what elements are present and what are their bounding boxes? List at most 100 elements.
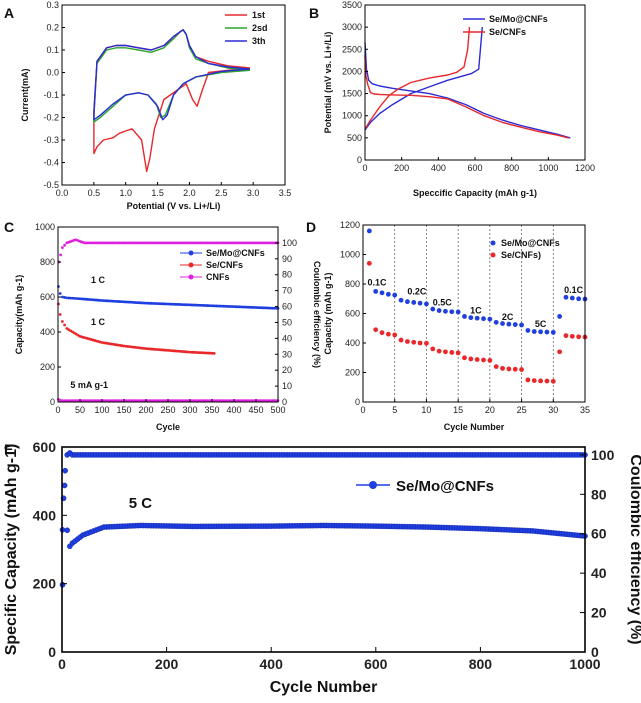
data-point	[563, 294, 569, 300]
plot-frame	[364, 4, 586, 161]
data-point	[61, 320, 64, 323]
y2-tick-label: 20	[591, 605, 607, 621]
y2-tick-label: 100	[591, 447, 615, 463]
data-point	[58, 292, 62, 295]
data-point	[550, 378, 556, 384]
data-point	[468, 315, 474, 321]
data-point	[538, 329, 543, 335]
data-point	[430, 346, 436, 352]
legend-label: 3th	[252, 36, 266, 46]
y2-tick-label: 80	[591, 486, 607, 502]
data-point	[449, 309, 455, 315]
data-point	[417, 300, 423, 306]
data-point	[550, 329, 556, 335]
legend-label: 1st	[252, 10, 265, 20]
y2-tick-label: 10	[282, 381, 292, 391]
data-point	[424, 301, 429, 307]
chart-panel-d: 0 5 10 15 20 25 30 35 0 200 400 600 800 1000 1200 Cycle…	[323, 220, 590, 432]
y2-tick-label: 40	[282, 333, 292, 343]
y2-tick-label: 50	[282, 317, 292, 327]
legend-label: Se/CNFs	[489, 27, 526, 37]
data-point	[506, 321, 512, 327]
annotation-rate: 5 C	[129, 495, 153, 512]
data-point	[411, 339, 417, 345]
legend-marker	[490, 240, 496, 246]
y-tick-label: 200	[40, 362, 55, 372]
rate-label: 2C	[502, 312, 514, 322]
data-point	[512, 366, 518, 372]
data-point	[63, 323, 66, 327]
y-tick-label: 400	[345, 338, 360, 348]
x-tick-label: 300	[182, 405, 197, 415]
data-point	[62, 467, 68, 474]
x-tick-label: 0	[362, 163, 367, 173]
data-point	[481, 316, 486, 322]
x-axis-label: Cycle Number	[270, 679, 378, 696]
y-tick-label: 0.1	[46, 45, 59, 55]
y2-tick-label: 0	[282, 397, 287, 407]
data-point	[63, 243, 66, 247]
annotation-current: 5 mA g-1	[70, 380, 108, 390]
x-tick-label: 800	[504, 163, 519, 173]
data-point	[474, 315, 480, 321]
y2-tick-label: 60	[282, 302, 292, 312]
data-point	[392, 292, 398, 298]
legend-label: Se/Mo@CNFs	[501, 238, 560, 248]
panel-label-B: B	[309, 5, 319, 21]
data-point	[557, 314, 563, 319]
x-axis-label: Speccific Capacity (mAh g-1)	[413, 188, 537, 198]
data-point	[493, 319, 499, 325]
y-tick-label: 2000	[342, 66, 362, 76]
data-point	[405, 339, 410, 344]
data-point	[63, 399, 66, 402]
legend-label: Se/Mo@CNFs	[396, 478, 494, 495]
x-axis-label: Cycle	[156, 422, 180, 432]
x-tick-label: 35	[580, 405, 590, 415]
rate-label: 0.1C	[564, 285, 584, 295]
y-tick-label: 0.3	[46, 0, 59, 10]
legend-label: CNFs	[206, 272, 230, 282]
legend-label: 2sd	[252, 23, 268, 33]
y-tick-label: 1000	[342, 111, 362, 121]
data-point	[436, 308, 442, 313]
x-tick-label: 3.0	[247, 188, 260, 198]
y2-tick-label: 70	[282, 286, 292, 296]
x-tick-label: 0	[360, 405, 365, 415]
data-point	[417, 340, 423, 346]
series-line-Se/Mo@CNFs discharge	[364, 42, 571, 139]
legend-marker	[188, 274, 194, 280]
data-point	[379, 330, 385, 336]
x-tick-label: 200	[155, 656, 179, 672]
data-point	[398, 337, 404, 343]
y-tick-label: 1000	[35, 222, 55, 232]
data-point	[474, 357, 480, 362]
rate-label: 0.1C	[367, 277, 387, 287]
y-tick-label: 800	[345, 279, 360, 289]
data-point	[538, 378, 543, 384]
data-point	[366, 260, 372, 266]
data-point	[64, 527, 71, 534]
x-tick-label: 500	[270, 405, 285, 415]
rate-label: 0.5C	[433, 297, 453, 307]
y2-tick-label: 0	[591, 644, 599, 660]
x-axis-label: Potential (V vs. Li+/Li)	[127, 201, 221, 211]
panel-label-A: A	[4, 5, 14, 21]
x-tick-label: 15	[453, 405, 463, 415]
data-point	[61, 295, 64, 299]
data-point	[506, 366, 512, 372]
data-point	[544, 329, 550, 335]
y-tick-label: -0.5	[43, 180, 59, 190]
x-tick-label: 30	[548, 405, 558, 415]
series-line-2sd	[93, 29, 251, 123]
x-tick-label: 200	[138, 405, 153, 415]
chart-panel-c: 0 50 100 150 200 250 300 350 400 450 5000200400600…	[14, 222, 322, 432]
rate-label: 0.2C	[407, 286, 427, 296]
y-tick-label: 600	[40, 292, 55, 302]
y2-tick-label: 30	[282, 349, 292, 359]
x-tick-label: 0	[55, 405, 60, 415]
data-point	[525, 377, 531, 383]
data-point	[373, 327, 379, 333]
x-tick-label: 0.5	[88, 188, 101, 198]
panel-label-D: D	[306, 219, 316, 235]
y-tick-label: 0	[355, 397, 360, 407]
